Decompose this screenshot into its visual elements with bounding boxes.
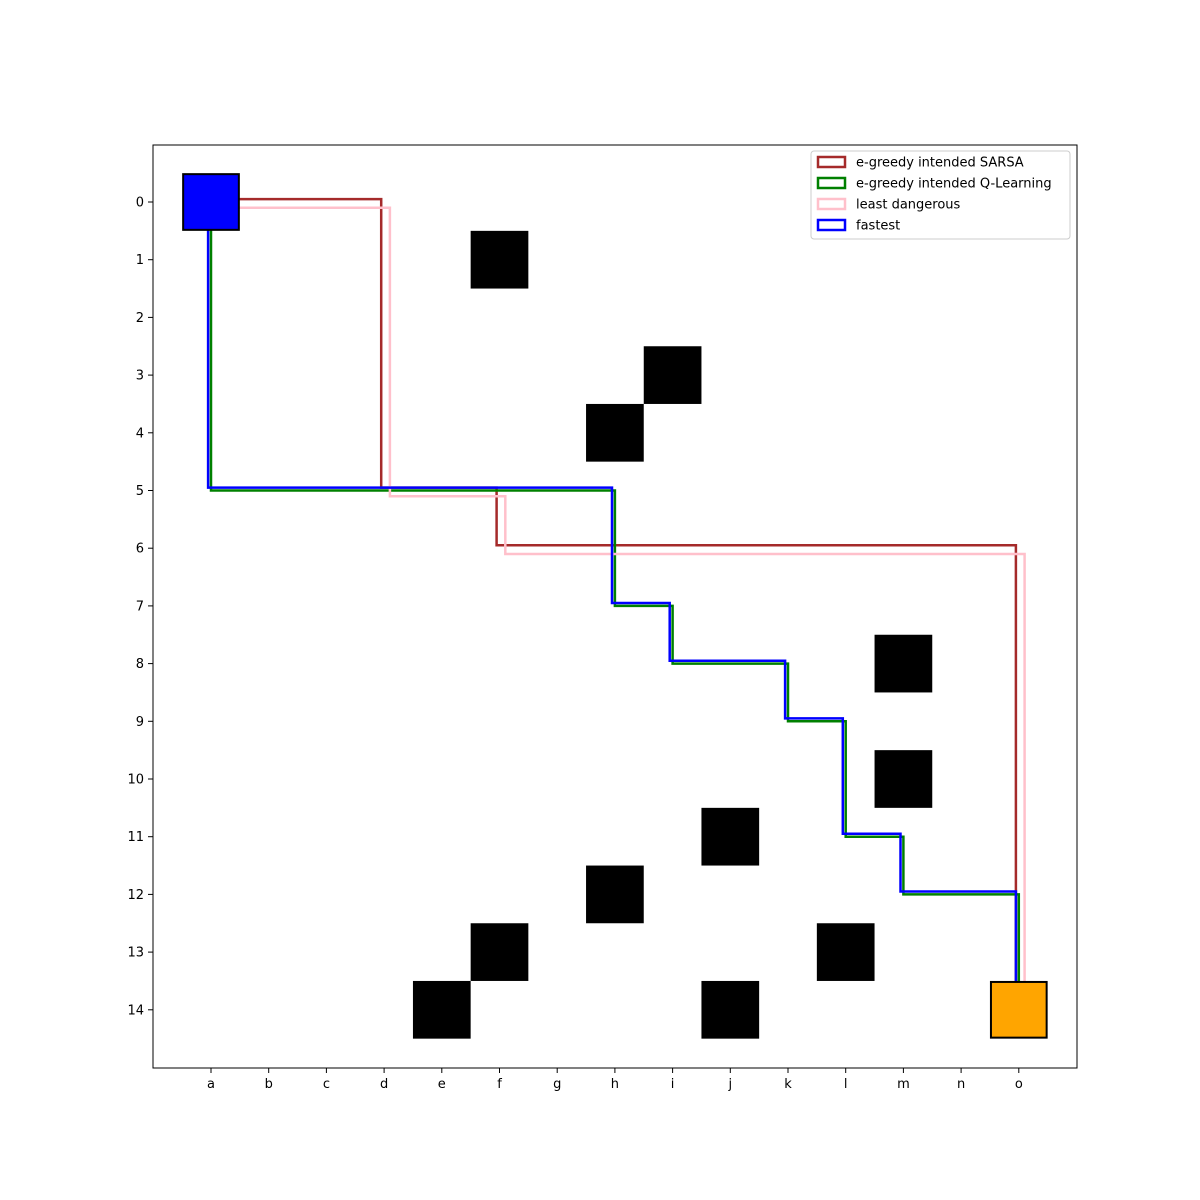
x-tick-label: b xyxy=(265,1077,273,1092)
y-tick-label: 1 xyxy=(136,253,144,268)
y-tick-label: 12 xyxy=(127,888,144,903)
x-tick-label: o xyxy=(1015,1077,1023,1092)
path-line-3 xyxy=(216,206,1026,1016)
path-line-2 xyxy=(209,202,1021,1010)
x-tick-label: l xyxy=(844,1077,848,1092)
y-tick-label: 5 xyxy=(136,484,144,499)
x-tick-label: k xyxy=(784,1077,792,1092)
y-tick-label: 11 xyxy=(127,830,144,845)
legend-label-3: least dangerous xyxy=(856,198,961,213)
legend-swatch-3 xyxy=(816,197,847,211)
legend-swatch-4 xyxy=(816,218,847,232)
y-tick-label: 10 xyxy=(127,773,144,788)
x-tick-label: e xyxy=(438,1077,446,1092)
x-tick-label: m xyxy=(897,1077,910,1092)
obstacle-cell xyxy=(412,980,471,1039)
x-tick-label: j xyxy=(727,1077,732,1092)
y-tick-label: 7 xyxy=(136,599,144,614)
obstacle-cell xyxy=(701,807,760,866)
x-tick-label: g xyxy=(553,1077,561,1092)
legend: e-greedy intended SARSA e-greedy intended… xyxy=(810,150,1071,240)
obstacle-cell xyxy=(586,403,644,462)
obstacle-cell xyxy=(816,923,875,981)
y-tick-label: 9 xyxy=(136,715,144,730)
obstacle-cell xyxy=(586,865,644,924)
y-tick-label: 0 xyxy=(136,196,144,211)
x-tick-label: c xyxy=(323,1077,330,1092)
legend-label-2: e-greedy intended Q-Learning xyxy=(856,177,1052,192)
path-layer xyxy=(206,197,1026,1016)
legend-swatch-1 xyxy=(816,155,847,169)
obstacle-cell xyxy=(470,230,529,289)
x-tick-label: f xyxy=(497,1077,502,1092)
start-marker xyxy=(182,173,240,231)
x-tick-label: a xyxy=(207,1077,215,1092)
x-tick-label: n xyxy=(957,1077,965,1092)
y-tick-label: 14 xyxy=(127,1003,144,1018)
y-tick-label: 2 xyxy=(136,311,144,326)
marker-layer xyxy=(182,173,1048,1039)
legend-label-1: e-greedy intended SARSA xyxy=(856,156,1024,171)
obstacle-cell xyxy=(874,750,933,808)
y-tick-label: 13 xyxy=(127,946,144,961)
obstacle-cell xyxy=(643,346,702,404)
y-tick-label: 4 xyxy=(136,426,144,441)
x-tick-label: i xyxy=(671,1077,675,1092)
legend-label-4: fastest xyxy=(856,219,900,234)
obstacle-cell xyxy=(874,634,933,693)
x-axis-ticks: a b c d e f g h i j k l m n o xyxy=(207,1068,1023,1092)
x-tick-label: d xyxy=(380,1077,388,1092)
x-tick-label: h xyxy=(611,1077,619,1092)
obstacle-cell xyxy=(470,923,529,981)
legend-box xyxy=(810,150,1071,240)
goal-marker xyxy=(989,980,1048,1039)
y-tick-label: 3 xyxy=(136,369,144,384)
y-tick-label: 8 xyxy=(136,657,144,672)
path-line-4 xyxy=(206,199,1018,1007)
y-tick-label: 6 xyxy=(136,542,144,557)
legend-swatch-2 xyxy=(816,176,847,190)
obstacle-layer xyxy=(412,230,933,1039)
obstacle-cell xyxy=(701,980,760,1039)
